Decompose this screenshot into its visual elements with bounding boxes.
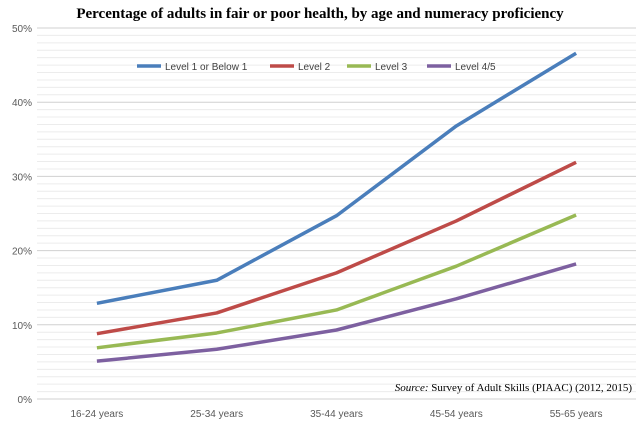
series-line [96, 262, 577, 363]
legend-label: Level 2 [298, 62, 331, 73]
source-text: Survey of Adult Skills (PIAAC) (2012, 20… [428, 382, 632, 394]
y-tick-label: 10% [12, 321, 32, 332]
x-tick-label: 25-34 years [190, 409, 243, 420]
x-tick-label: 55-65 years [550, 409, 603, 420]
legend-label: Level 3 [375, 62, 408, 73]
y-tick-label: 0% [18, 395, 33, 406]
y-tick-label: 20% [12, 247, 32, 258]
x-tick-label: 16-24 years [70, 409, 123, 420]
x-tick-label: 45-54 years [430, 409, 483, 420]
y-tick-label: 50% [12, 24, 32, 35]
series-line [96, 213, 577, 350]
y-tick-label: 30% [12, 172, 32, 183]
source-note: Source: Survey of Adult Skills (PIAAC) (… [395, 382, 632, 394]
chart-title: Percentage of adults in fair or poor hea… [76, 6, 564, 22]
legend-label: Level 4/5 [455, 62, 496, 73]
series-line [96, 160, 577, 336]
source-label: Source: [394, 382, 429, 394]
x-tick-label: 35-44 years [310, 409, 363, 420]
y-tick-label: 40% [12, 98, 32, 109]
legend-label: Level 1 or Below 1 [165, 62, 248, 73]
series-line [96, 51, 578, 306]
